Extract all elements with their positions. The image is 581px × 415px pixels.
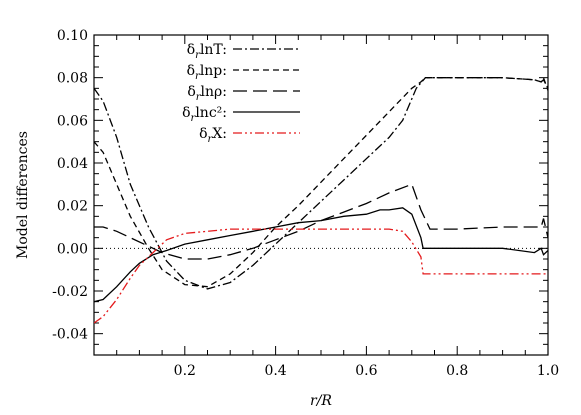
series-line-1 <box>94 76 548 288</box>
y-tick-label: 0.06 <box>57 113 88 129</box>
series-line-3 <box>94 207 548 303</box>
legend-label: δrlnρ: <box>187 84 227 103</box>
y-axis-title: Model differences <box>15 131 31 259</box>
y-tick-label: -0.04 <box>52 327 88 343</box>
plot-frame <box>93 34 549 356</box>
legend-label: δrlnc²: <box>182 105 227 124</box>
legend-label: δrlnT: <box>187 42 227 61</box>
x-tick-label: 0.6 <box>355 363 377 379</box>
x-tick-label: 1.0 <box>537 363 559 379</box>
y-tick-label: 0.10 <box>57 28 88 44</box>
y-tick-label: 0.08 <box>57 71 88 87</box>
y-tick-label: 0.00 <box>57 241 88 257</box>
y-tick-label: 0.04 <box>57 156 88 172</box>
ticks-layer: 0.2 0.4 0.6 0.8 1.0 -0.04 -0.02 0.00 0.02 0.04 0.0… <box>52 28 559 379</box>
series-line-0 <box>94 77 548 290</box>
x-tick-label: 0.8 <box>446 363 468 379</box>
series-line-4 <box>94 228 548 324</box>
legend: δrlnT: δrlnp: δrlnρ: δrlnc²: δrX: <box>182 42 300 145</box>
legend-label: δrX: <box>199 126 227 145</box>
y-tick-label: -0.02 <box>52 284 88 300</box>
legend-label: δrlnp: <box>187 63 227 82</box>
series-layer <box>94 76 548 324</box>
x-tick-label: 0.2 <box>174 363 196 379</box>
x-axis-title: r/R <box>310 393 332 409</box>
x-tick-label: 0.4 <box>264 363 286 379</box>
y-tick-label: 0.02 <box>57 199 88 215</box>
